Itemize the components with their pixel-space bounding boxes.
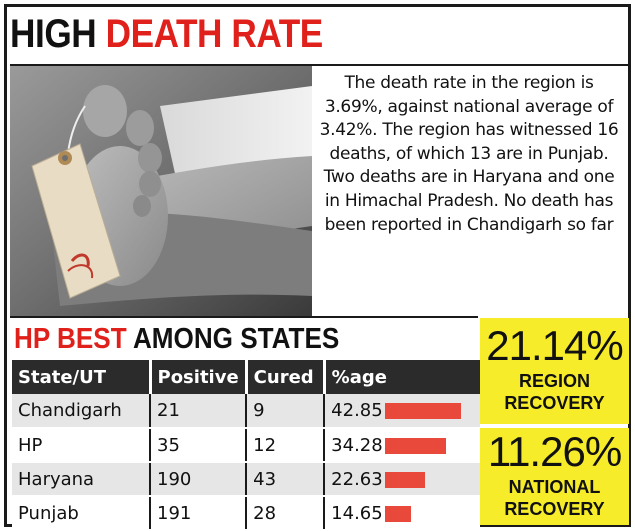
table-row: Chandigarh 21 9 42.85 [12,394,480,429]
cell-positive: 191 [148,496,247,531]
cell-percentage: 22.63 [323,462,480,497]
cell-state: Punjab [12,496,150,531]
cell-cured: 28 [245,496,325,531]
section-rule [10,316,478,318]
cell-positive: 190 [148,462,247,497]
table-subhead: HP BEST AMONG STATES [14,322,339,356]
percentage-bar [385,403,462,419]
percentage-bar [385,505,412,522]
headline: HIGH DEATH RATE [10,10,323,58]
headline-part-red: DEATH RATE [105,12,324,56]
states-table: State/UT Positive Cured %age Chandigarh … [12,360,480,531]
cell-percentage: 42.85 [323,394,480,429]
national-recovery-value: 11.26% [487,428,622,475]
cell-cured: 12 [245,428,325,463]
cell-positive: 35 [148,428,247,463]
percentage-value: 22.63 [331,468,383,490]
percentage-value: 42.85 [331,400,383,421]
subhead-part-red: HP BEST [14,323,127,355]
cell-state: HP [12,428,150,463]
region-recovery-label-2: RECOVERY [504,393,605,413]
cell-state: Haryana [12,462,150,497]
percentage-value: 14.65 [331,502,383,524]
national-recovery-label-1: NATIONAL [508,477,601,497]
header-state: State/UT [12,360,152,394]
percentage-value: 34.28 [331,434,383,456]
headline-part-dark: HIGH [10,12,97,56]
table-header-row: State/UT Positive Cured %age [12,360,480,394]
death-rate-blurb: The death rate in the region is 3.69%, a… [319,73,619,235]
cell-percentage: 34.28 [323,428,480,463]
header-positive: Positive [150,360,248,394]
divider-rule [10,64,628,66]
region-recovery-label-1: REGION [518,371,590,391]
table-row: HP 35 12 34.28 [12,428,480,463]
morgue-photo [10,66,312,316]
percentage-bar [385,437,447,454]
national-recovery-box: 11.26% NATIONAL RECOVERY [480,428,629,525]
cell-state: Chandigarh [12,394,150,429]
region-recovery-value: 21.14% [486,322,623,369]
header-percentage: %age [324,360,480,394]
region-recovery-box: 21.14% REGION RECOVERY [480,318,629,424]
cell-cured: 9 [245,394,325,429]
cell-cured: 43 [245,462,325,497]
cell-percentage: 14.65 [323,496,480,531]
cell-positive: 21 [148,394,247,429]
percentage-bar [385,471,426,488]
header-cured: Cured [246,360,326,394]
table-row: Punjab 191 28 14.65 [12,496,480,531]
table-row: Haryana 190 43 22.63 [12,462,480,497]
toe-tag-illustration [10,66,312,316]
national-recovery-label-2: RECOVERY [504,499,605,519]
subhead-part-dark: AMONG STATES [132,323,340,355]
